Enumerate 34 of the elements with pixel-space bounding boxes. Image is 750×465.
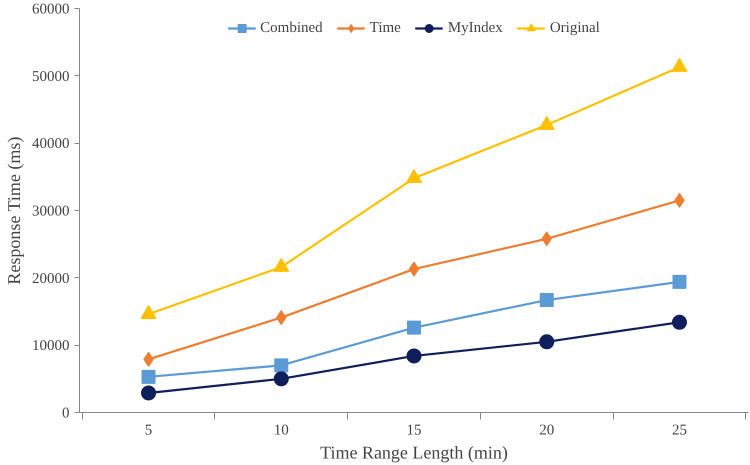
point [408, 262, 420, 277]
x-tick-label: 15 [406, 422, 422, 438]
legend-label: Original [550, 20, 600, 36]
y-axis-title: Response Time (ms) [4, 136, 24, 285]
x-tick-label: 5 [144, 422, 152, 438]
y-tick-label: 0 [62, 406, 70, 422]
point [540, 293, 554, 308]
point [674, 192, 685, 208]
point [407, 320, 421, 335]
point [406, 169, 422, 184]
x-tick-label: 10 [274, 422, 289, 438]
y-tick-label: 10000 [32, 338, 70, 354]
y-tick-label: 60000 [32, 2, 70, 18]
point [274, 371, 289, 386]
y-tick-label: 50000 [32, 68, 70, 85]
legend-label: MyIndex [448, 20, 503, 36]
point [672, 274, 686, 289]
y-tick-label: 30000 [32, 204, 70, 220]
point [143, 352, 154, 367]
point [274, 358, 288, 372]
x-axis-title: Time Range Length (min) [320, 442, 508, 462]
point [671, 58, 688, 72]
x-tick-label: 20 [539, 422, 554, 438]
point [538, 116, 555, 130]
point [406, 348, 422, 364]
point [142, 370, 156, 384]
point [539, 334, 554, 350]
legend-label: Combined [260, 20, 323, 36]
point [141, 385, 156, 400]
x-tick-label: 25 [672, 422, 687, 438]
point [672, 314, 687, 330]
legend-label: Time [370, 20, 401, 36]
y-tick-label: 40000 [32, 136, 70, 152]
y-tick-label: 20000 [32, 270, 70, 287]
